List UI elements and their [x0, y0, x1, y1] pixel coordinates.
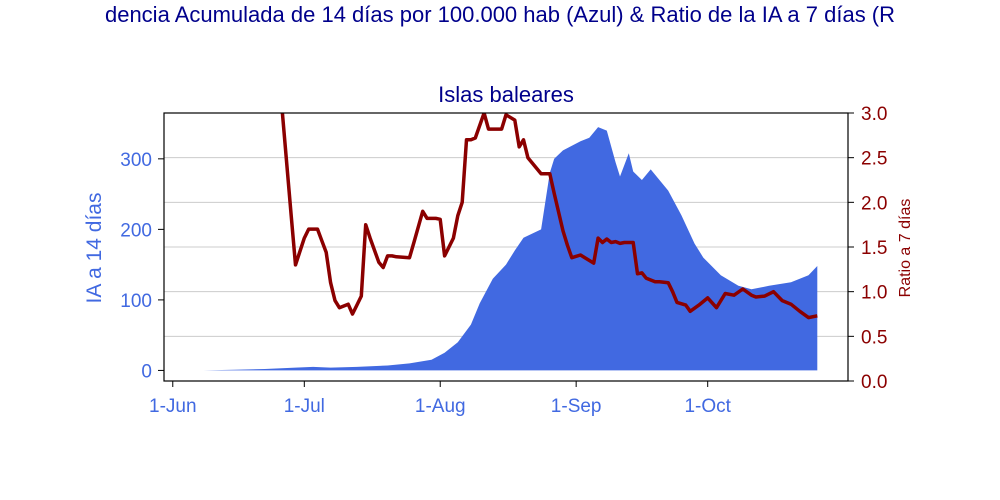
y-left-tick-label: 300 — [120, 150, 152, 171]
y-right-tick-label: 3.0 — [861, 104, 887, 125]
ia-14-dias-area — [203, 127, 818, 371]
x-tick-label: 1-Aug — [415, 396, 466, 417]
y-axis-right-label: Ratio a 7 días — [897, 199, 914, 298]
x-tick-label: 1-Sep — [551, 396, 602, 417]
y-axis-right: 0.0 0.5 1.0 1.5 2.0 2.5 3.0 — [848, 104, 887, 393]
area-series — [203, 127, 818, 371]
x-tick-label: 1-Jun — [149, 396, 197, 417]
ratio-line-series — [280, 113, 818, 320]
y-right-tick-label: 0.0 — [861, 372, 887, 393]
y-left-tick-label: 100 — [120, 291, 152, 312]
x-tick-label: 1-Oct — [684, 396, 731, 417]
ratio-7-dias-line — [280, 113, 818, 320]
y-axis-left: 0 100 200 300 — [120, 150, 164, 382]
y-left-tick-label: 0 — [141, 361, 152, 382]
y-left-tick-label: 200 — [120, 220, 152, 241]
chart-title: Islas baleares — [438, 82, 574, 107]
x-axis: 1-Jun 1-Jul 1-Aug 1-Sep 1-Oct — [149, 381, 732, 417]
main-title: dencia Acumulada de 14 días por 100.000 … — [105, 2, 895, 27]
x-tick-label: 1-Jul — [284, 396, 325, 417]
y-right-tick-label: 2.0 — [861, 193, 887, 214]
y-right-tick-label: 1.5 — [861, 238, 887, 259]
y-right-tick-label: 1.0 — [861, 283, 887, 304]
y-axis-left-label: IA a 14 días — [83, 193, 106, 304]
y-right-tick-label: 2.5 — [861, 149, 887, 170]
y-right-tick-label: 0.5 — [861, 327, 887, 348]
